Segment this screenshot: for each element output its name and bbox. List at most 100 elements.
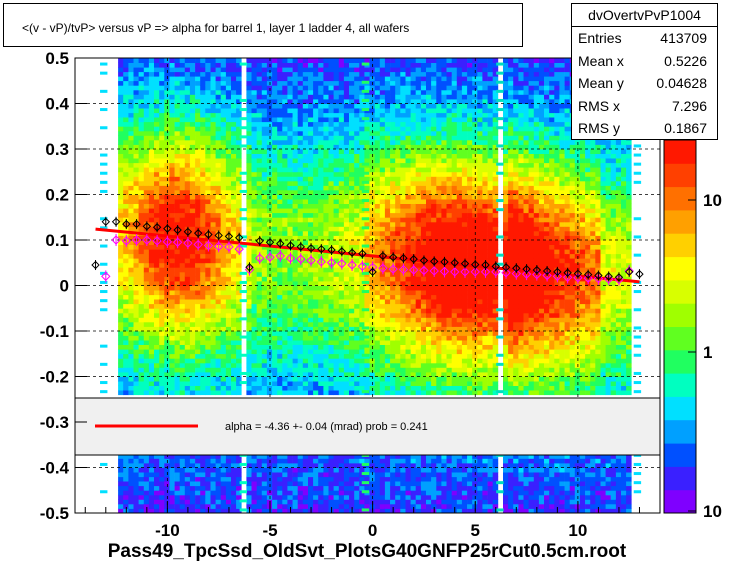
heat-cell <box>390 71 396 77</box>
heat-cell <box>354 499 360 505</box>
heat-cell <box>231 167 237 173</box>
heat-cell <box>282 344 288 350</box>
heat-cell <box>200 467 206 473</box>
heat-cell <box>215 58 222 63</box>
heat-cell <box>138 290 145 296</box>
heat-cell <box>169 317 175 323</box>
heat-cell <box>277 94 283 100</box>
heat-cell <box>231 476 237 482</box>
heat-cell <box>215 112 222 118</box>
heat-cell <box>313 385 319 391</box>
heat-cell <box>318 203 324 209</box>
heat-cell <box>138 262 145 268</box>
heat-cell <box>210 189 216 195</box>
heat-cell <box>138 226 145 232</box>
heat-cell <box>128 494 134 500</box>
heat-cell <box>323 472 329 478</box>
heat-cell <box>236 353 242 359</box>
heat-cell <box>215 267 222 273</box>
heat-cell <box>384 390 391 396</box>
heat-cell <box>297 162 304 168</box>
heat-cell <box>390 499 396 505</box>
heat-cell <box>272 390 278 396</box>
heat-cell <box>169 267 175 273</box>
heat-cell <box>154 312 160 318</box>
heat-cell <box>210 180 216 186</box>
heat-cell <box>333 153 340 159</box>
heat-cell <box>292 308 299 314</box>
heat-cell <box>236 462 242 468</box>
heat-cell <box>220 253 227 259</box>
heat-cell <box>210 280 216 286</box>
heat-cell <box>338 135 345 141</box>
heat-cell <box>154 98 160 104</box>
heat-cell <box>138 317 145 323</box>
heat-cell <box>384 376 391 382</box>
heat-cell <box>251 226 257 232</box>
heat-cell <box>338 71 345 77</box>
heat-cell <box>323 126 329 132</box>
heat-cell <box>236 294 242 300</box>
heat-cell <box>205 271 211 277</box>
heat-cell <box>179 112 186 118</box>
heat-cell <box>390 462 396 468</box>
heat-cell <box>349 94 355 100</box>
heat-cell <box>405 467 411 473</box>
heat-cell <box>128 199 134 204</box>
heat-cell <box>159 503 165 509</box>
heat-cell <box>174 485 181 491</box>
heat-cell <box>169 362 175 368</box>
heat-cell <box>302 326 309 332</box>
heat-cell <box>148 349 155 355</box>
heat-cell <box>318 235 324 241</box>
heat-cell <box>210 62 216 68</box>
heat-cell <box>200 112 206 118</box>
heat-cell <box>174 67 181 73</box>
heat-cell <box>164 485 170 491</box>
heat-cell <box>323 312 329 318</box>
heat-cell <box>287 280 293 286</box>
heat-cell <box>184 312 191 318</box>
heat-cell <box>236 139 242 145</box>
heat-cell <box>195 303 201 309</box>
heat-cell <box>308 162 314 168</box>
heat-cell <box>297 235 304 241</box>
heat-cell <box>364 112 370 118</box>
heat-cell <box>338 167 345 173</box>
heat-cell <box>308 89 314 95</box>
heat-cell <box>179 117 186 123</box>
heat-cell <box>128 212 134 218</box>
heat-cell <box>333 176 340 182</box>
heat-cell <box>133 149 139 154</box>
heat-cell <box>169 85 175 91</box>
heat-cell <box>405 135 411 141</box>
heat-cell <box>236 208 242 214</box>
heat-cell <box>318 208 324 214</box>
heat-cell <box>133 503 139 509</box>
heat-cell <box>297 299 304 305</box>
heat-cell <box>195 280 201 286</box>
heat-cell <box>379 476 386 482</box>
heat-cell <box>246 503 252 509</box>
heat-cell <box>123 199 129 204</box>
heat-cell <box>148 180 155 186</box>
heat-cell <box>384 349 391 355</box>
heat-cell <box>210 94 216 100</box>
heat-cell <box>297 153 304 159</box>
heat-cell <box>297 139 304 145</box>
heat-cell <box>282 58 288 63</box>
heat-cell <box>251 71 257 77</box>
heat-cell <box>374 467 381 473</box>
heat-cell <box>143 494 150 500</box>
heat-cell <box>236 149 242 154</box>
heat-cell <box>148 80 155 86</box>
heat-cell <box>359 340 365 345</box>
heat-cell <box>384 344 391 350</box>
heat-cell <box>318 340 324 345</box>
heat-cell <box>231 462 237 468</box>
heat-cell <box>195 58 201 63</box>
heat-cell <box>184 203 191 209</box>
heat-cell <box>200 103 206 109</box>
heat-cell <box>374 226 381 232</box>
heat-cell <box>138 249 145 255</box>
